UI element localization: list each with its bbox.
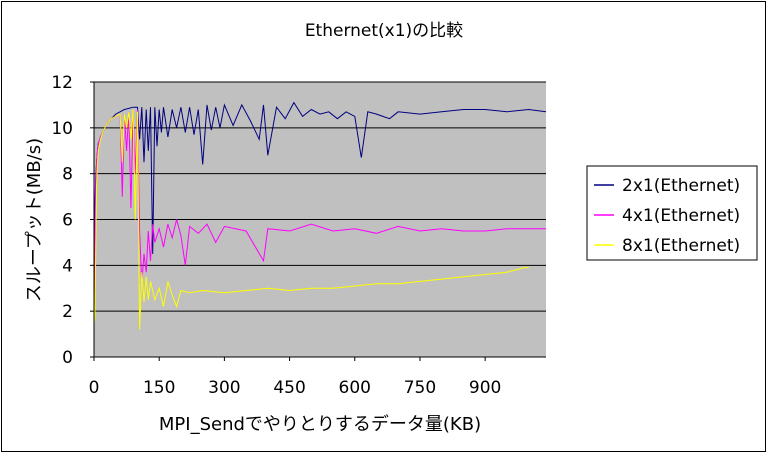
x-tick-label: 300 <box>208 378 240 398</box>
x-tick-label: 600 <box>339 378 371 398</box>
x-tick-label: 150 <box>143 378 175 398</box>
y-tick-label: 12 <box>51 73 73 93</box>
x-tick-label: 900 <box>469 378 501 398</box>
grid-lines <box>94 81 546 312</box>
x-axis-ticks: 0 150 300 450 600 750 900 <box>89 357 501 398</box>
chart-title: Ethernet(x1)の比較 <box>305 21 463 41</box>
series-line-3 <box>93 109 529 330</box>
legend: 2x1(Ethernet) 4x1(Ethernet) 8x1(Ethernet) <box>586 165 758 261</box>
x-tick-label: 0 <box>89 378 100 398</box>
y-tick-label: 6 <box>62 211 73 231</box>
x-tick-label: 450 <box>273 378 305 398</box>
y-axis-title: スループット(MB/s) <box>24 138 45 302</box>
y-tick-label: 4 <box>62 256 73 276</box>
y-tick-label: 8 <box>62 165 73 185</box>
x-tick-label: 750 <box>404 378 436 398</box>
y-axis-ticks: 0 2 4 6 8 10 12 <box>51 73 94 368</box>
series-lines <box>93 101 547 330</box>
legend-label-3: 8x1(Ethernet) <box>622 236 740 256</box>
legend-box <box>586 165 758 261</box>
y-tick-label: 2 <box>62 302 73 322</box>
legend-label-2: 4x1(Ethernet) <box>622 206 740 226</box>
y-tick-label: 10 <box>51 119 73 139</box>
x-axis-title: MPI_Sendでやりとりするデータ量(KB) <box>159 414 481 435</box>
series-line-1 <box>93 101 547 323</box>
y-tick-label: 0 <box>62 348 73 368</box>
legend-label-1: 2x1(Ethernet) <box>622 176 740 196</box>
